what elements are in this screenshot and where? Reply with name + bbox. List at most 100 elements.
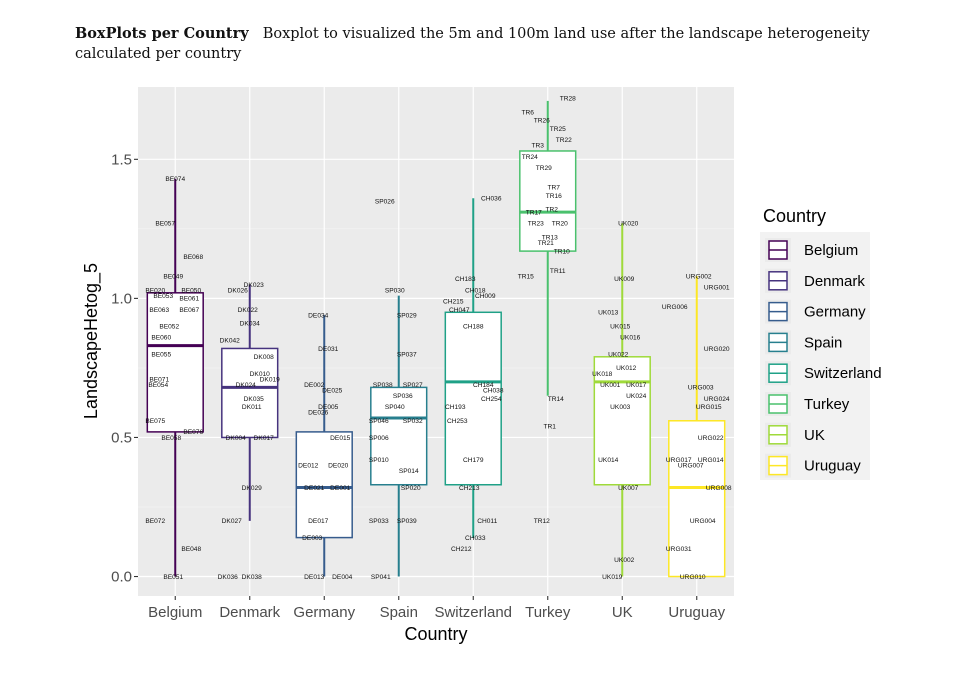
point-label: CH036 xyxy=(481,196,502,203)
point-label: BE053 xyxy=(153,293,173,300)
y-tick-label: 1.5 xyxy=(111,151,132,168)
point-label: TR2 xyxy=(546,207,559,214)
point-label: DK036 xyxy=(218,574,238,581)
point-label: URG031 xyxy=(666,546,692,553)
plot-panel xyxy=(138,87,734,596)
point-label: URG003 xyxy=(688,385,714,392)
x-tick-label: Spain xyxy=(380,604,418,621)
point-label: DK008 xyxy=(254,354,274,361)
point-label: UK020 xyxy=(618,221,638,228)
point-label: CH009 xyxy=(475,293,496,300)
point-label: TR6 xyxy=(522,109,535,116)
point-label: URG024 xyxy=(704,396,730,403)
point-label: URG001 xyxy=(704,285,730,292)
point-label: SP046 xyxy=(369,418,389,425)
legend-item-uruguay: Uruguay xyxy=(765,453,861,478)
point-label: DK010 xyxy=(250,371,270,378)
point-label: DE004 xyxy=(332,574,352,581)
point-label: DE015 xyxy=(330,435,350,442)
point-label: UK014 xyxy=(598,457,618,464)
point-label: URG007 xyxy=(678,463,704,470)
point-label: BE049 xyxy=(163,273,183,280)
caption-text: Boxplot to visualized the 5m and 100m la… xyxy=(75,26,870,62)
point-label: SP039 xyxy=(397,518,417,525)
point-label: DK027 xyxy=(222,518,242,525)
box-iqr xyxy=(593,356,651,486)
box-series xyxy=(146,100,726,578)
point-label: CH193 xyxy=(445,404,466,411)
point-label: BE071 xyxy=(149,376,169,383)
point-label: TR21 xyxy=(538,240,554,247)
legend-item-germany: Germany xyxy=(765,299,866,324)
legend-item-belgium: Belgium xyxy=(765,238,858,262)
point-label: URG022 xyxy=(698,435,724,442)
point-label: CH011 xyxy=(477,518,497,525)
point-label: DK038 xyxy=(242,574,262,581)
point-label: TR26 xyxy=(534,118,550,125)
point-label: CH047 xyxy=(449,307,470,314)
point-label: BE075 xyxy=(145,418,165,425)
point-label: BE068 xyxy=(183,254,203,261)
point-label: TR28 xyxy=(560,95,576,102)
point-label: DK026 xyxy=(228,287,248,294)
point-label: SP038 xyxy=(373,382,393,389)
point-label: BE055 xyxy=(151,351,171,358)
box-iqr xyxy=(668,420,726,578)
x-tick-label: Germany xyxy=(293,604,355,621)
point-label: DE021 xyxy=(304,485,324,492)
legend-item-switzerland: Switzerland xyxy=(765,361,882,386)
point-label: UK012 xyxy=(616,365,636,372)
point-label: TR17 xyxy=(526,209,542,216)
point-label: TR24 xyxy=(522,154,538,161)
point-label: DK029 xyxy=(242,485,262,492)
point-label: URG004 xyxy=(690,518,716,525)
point-label: CH215 xyxy=(443,298,464,305)
box-iqr xyxy=(370,386,428,486)
y-tick-label: 1.0 xyxy=(111,290,132,307)
x-tick-label: Belgium xyxy=(148,604,202,621)
point-label: BE020 xyxy=(145,287,165,294)
point-label: SP033 xyxy=(369,518,389,525)
point-label: DK023 xyxy=(244,282,264,289)
point-label: DE012 xyxy=(298,463,318,470)
x-tick-label: UK xyxy=(612,604,633,621)
point-label: URG002 xyxy=(686,273,712,280)
point-label: BE048 xyxy=(181,546,201,553)
point-label: BE067 xyxy=(179,307,199,314)
point-label: URG017 xyxy=(666,457,692,464)
x-tick-label: Denmark xyxy=(219,604,280,621)
point-label: BE076 xyxy=(183,429,203,436)
point-label: BE054 xyxy=(148,382,168,389)
point-label: CH018 xyxy=(465,287,486,294)
point-label: UK015 xyxy=(610,324,630,331)
point-label: TR15 xyxy=(518,273,534,280)
point-label: UK007 xyxy=(618,485,638,492)
point-label: DE001 xyxy=(330,485,350,492)
point-label: TR11 xyxy=(550,268,566,275)
point-label: BE074 xyxy=(165,176,185,183)
x-tick-label: Switzerland xyxy=(434,604,512,621)
point-label: UK001 xyxy=(600,382,620,389)
legend-label: Belgium xyxy=(804,242,858,259)
point-label: UK003 xyxy=(610,404,630,411)
point-label: URG020 xyxy=(704,346,730,353)
point-label: DE020 xyxy=(328,463,348,470)
point-label: TR23 xyxy=(528,221,544,228)
box-switzerland xyxy=(444,198,502,538)
point-label: DK042 xyxy=(220,337,240,344)
point-label: TR3 xyxy=(532,143,545,150)
point-label: DK035 xyxy=(244,396,264,403)
point-label: UK002 xyxy=(614,557,634,564)
y-axis-title: LandscapeHetog_5 xyxy=(81,263,102,419)
point-label: DE003 xyxy=(302,535,322,542)
point-label: URG014 xyxy=(698,457,724,464)
point-label: BE057 xyxy=(155,221,175,228)
point-label: BE052 xyxy=(159,324,179,331)
legend-item-turkey: Turkey xyxy=(765,392,850,416)
box-denmark xyxy=(221,284,279,521)
y-tick-label: 0.5 xyxy=(111,429,132,446)
point-label: CH184 xyxy=(473,382,494,389)
point-label: UK019 xyxy=(602,574,622,581)
legend-label: UK xyxy=(804,427,825,444)
caption-title: BoxPlots per Country xyxy=(75,25,249,42)
